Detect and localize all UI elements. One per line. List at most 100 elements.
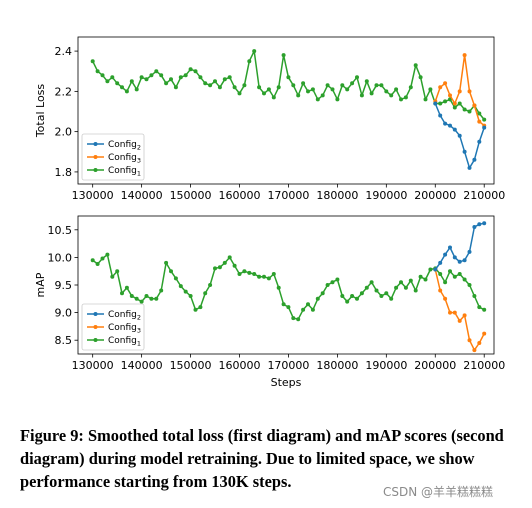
map-data-point-config2 xyxy=(462,258,467,263)
loss-data-point-config1 xyxy=(173,85,178,90)
loss-data-point-config1 xyxy=(271,95,276,100)
loss-data-point-config1 xyxy=(247,59,252,64)
map-data-point-config1 xyxy=(355,296,359,301)
map-data-point-config1 xyxy=(340,294,345,298)
loss-x-tick-label: 150000 xyxy=(170,189,212,202)
loss-data-point-config1 xyxy=(139,75,144,80)
loss-data-point-config1 xyxy=(110,75,115,80)
map-data-point-config1 xyxy=(276,285,281,290)
loss-data-point-config1 xyxy=(90,59,95,64)
map-data-point-config1 xyxy=(369,280,374,285)
loss-data-point-config1 xyxy=(237,91,242,96)
loss-data-point-config1 xyxy=(418,75,423,80)
map-data-point-config1 xyxy=(198,305,203,310)
loss-data-point-config1 xyxy=(306,89,310,94)
watermark-text: CSDN @羊羊糕糕糕 xyxy=(383,483,494,500)
map-data-point-config2 xyxy=(448,245,452,250)
map-data-point-config1 xyxy=(423,277,428,282)
loss-data-point-config1 xyxy=(408,85,413,90)
map-x-tick-label: 210000 xyxy=(463,359,505,372)
map-data-point-config1 xyxy=(237,272,242,276)
map-data-point-config1 xyxy=(452,274,457,279)
map-data-point-config1 xyxy=(203,291,208,296)
map-data-point-config1 xyxy=(105,252,110,257)
loss-data-point-config1 xyxy=(164,81,169,86)
map-x-tick-label: 160000 xyxy=(219,359,261,372)
loss-data-point-config1 xyxy=(262,91,266,96)
map-data-point-config1 xyxy=(301,307,306,312)
map-data-point-config1 xyxy=(345,299,350,304)
map-data-point-config1 xyxy=(217,265,222,270)
loss-data-point-config2 xyxy=(477,139,482,144)
loss-data-point-config1 xyxy=(154,69,159,74)
map-data-point-config1 xyxy=(242,269,247,274)
loss-x-tick-label: 210000 xyxy=(463,189,505,202)
map-y-tick-label: 9.5 xyxy=(55,279,73,292)
map-y-axis-label: mAP xyxy=(34,272,47,297)
loss-legend-label-base: Config xyxy=(108,153,137,163)
loss-series-line-config1 xyxy=(92,50,485,121)
loss-data-point-config1 xyxy=(350,81,355,86)
loss-legend-label-subscript: 1 xyxy=(137,170,141,178)
loss-data-point-config1 xyxy=(227,75,232,80)
map-data-point-config1 xyxy=(315,296,320,301)
loss-data-point-config1 xyxy=(203,81,208,86)
map-data-point-config3 xyxy=(448,310,452,315)
loss-data-point-config1 xyxy=(310,87,315,92)
loss-data-point-config1 xyxy=(276,85,281,90)
map-legend-label-base: Config xyxy=(108,336,137,346)
map-series-line-config1 xyxy=(92,253,485,320)
loss-y-tick-label: 2.2 xyxy=(55,85,73,98)
loss-data-point-config1 xyxy=(266,87,271,92)
loss-data-point-config1 xyxy=(340,83,345,88)
map-data-point-config1 xyxy=(457,272,462,276)
map-y-tick-label: 9.0 xyxy=(55,307,73,320)
map-data-point-config2 xyxy=(433,267,438,272)
loss-data-point-config1 xyxy=(193,69,198,74)
loss-data-point-config1 xyxy=(242,83,247,88)
loss-data-point-config3 xyxy=(448,93,452,98)
loss-data-point-config1 xyxy=(129,79,134,84)
loss-x-tick-label: 180000 xyxy=(316,189,358,202)
map-legend-label-subscript: 1 xyxy=(137,340,141,348)
map-data-point-config1 xyxy=(394,285,399,290)
map-data-point-config1 xyxy=(467,283,472,287)
map-data-point-config1 xyxy=(188,294,193,298)
loss-legend-box xyxy=(81,133,145,181)
loss-x-tick-label: 170000 xyxy=(267,189,309,202)
map-legend-box xyxy=(81,303,145,351)
map-data-point-config3 xyxy=(482,331,487,336)
loss-data-point-config1 xyxy=(213,79,217,84)
loss-legend-label-config3: Config3 xyxy=(108,153,141,165)
loss-data-point-config1 xyxy=(95,69,100,74)
map-data-point-config2 xyxy=(452,255,457,260)
map-x-tick-label: 130000 xyxy=(72,359,114,372)
map-data-point-config1 xyxy=(291,316,296,321)
map-data-point-config1 xyxy=(154,296,159,301)
loss-data-point-config1 xyxy=(252,49,257,54)
map-series-config3 xyxy=(433,267,487,353)
map-legend-label-config2: Config2 xyxy=(108,310,141,322)
map-x-tick-label: 190000 xyxy=(365,359,407,372)
loss-data-point-config1 xyxy=(438,101,443,106)
map-data-point-config1 xyxy=(374,288,379,293)
map-data-point-config1 xyxy=(428,267,433,272)
map-data-point-config1 xyxy=(208,283,213,287)
map-data-point-config1 xyxy=(100,256,105,261)
loss-data-point-config3 xyxy=(452,101,457,106)
map-data-point-config1 xyxy=(472,294,477,298)
loss-plot: 130000 140000 150000 160000 170000 180000 1900… xyxy=(34,36,505,202)
loss-data-point-config3 xyxy=(467,89,472,94)
loss-data-point-config1 xyxy=(134,87,139,92)
loss-data-point-config3 xyxy=(477,119,482,124)
loss-data-point-config1 xyxy=(100,73,105,78)
loss-data-point-config1 xyxy=(364,79,369,84)
map-data-point-config3 xyxy=(472,348,477,353)
map-data-point-config1 xyxy=(95,262,100,266)
map-data-point-config2 xyxy=(457,259,462,264)
map-data-point-config1 xyxy=(173,276,178,281)
loss-data-point-config1 xyxy=(423,97,428,102)
map-y-tick-label: 10.5 xyxy=(48,224,73,237)
map-legend-label-base: Config xyxy=(108,323,137,333)
loss-data-point-config1 xyxy=(115,81,120,86)
